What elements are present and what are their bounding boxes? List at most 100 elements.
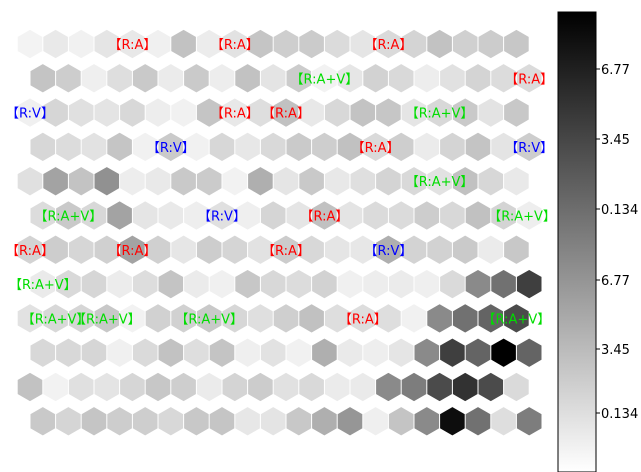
hex-cell [247, 29, 274, 59]
hex-cell [157, 200, 184, 231]
hex-cell [209, 200, 235, 231]
hex-cell [465, 337, 491, 368]
cluster-label: 【R:A】 [300, 210, 348, 225]
hex-cell [298, 303, 325, 334]
hex-cell [247, 166, 274, 197]
hex-cell [324, 372, 351, 402]
hex-cell [388, 63, 415, 94]
hex-cell [490, 406, 517, 437]
hex-cell [503, 29, 530, 59]
hex-cell [426, 234, 453, 265]
hex-cell [273, 372, 299, 402]
hex-cell [260, 337, 287, 368]
hex-cell [413, 337, 440, 368]
hex-cell [465, 406, 491, 437]
hex-cell [234, 200, 261, 231]
hex-cell [234, 132, 261, 162]
colorbar: 6.77 3.45 0.134 6.77 3.45 0.134 [557, 11, 638, 472]
hex-cell [477, 234, 504, 265]
hex-cell [452, 234, 479, 265]
hex-cell [439, 269, 466, 299]
cluster-label: 【R:A】 [211, 107, 259, 122]
hex-cell [234, 337, 261, 368]
hex-cell [375, 372, 402, 402]
hex-cell [106, 132, 133, 162]
hex-cell [17, 29, 43, 59]
hex-cell [145, 372, 171, 402]
hex-cell [196, 372, 223, 402]
hex-cell [324, 303, 351, 334]
hex-cell [196, 234, 223, 265]
colorbar-ticks: 6.77 3.45 0.134 6.77 3.45 0.134 [596, 63, 638, 422]
hex-cell [196, 97, 223, 128]
hex-cell [260, 269, 287, 299]
hex-cell [68, 166, 95, 197]
cluster-label: 【R:A+V】 [22, 312, 90, 327]
hex-cell [285, 132, 312, 162]
hex-cell [401, 166, 427, 197]
hex-cell [132, 337, 159, 368]
hex-cell [68, 234, 95, 265]
hex-cell [157, 269, 184, 299]
hex-cell [503, 166, 530, 197]
hex-cell [68, 372, 95, 402]
hex-cell [477, 166, 504, 197]
hex-cell [273, 166, 299, 197]
hex-cell [234, 269, 261, 299]
hex-cell [311, 337, 338, 368]
hex-cell [362, 132, 389, 162]
hex-cell [337, 337, 363, 368]
hex-cell [170, 166, 197, 197]
hex-cell [516, 132, 543, 162]
hex-cell [337, 406, 363, 437]
hex-cell [55, 337, 82, 368]
hex-cell [119, 303, 146, 334]
hex-cell [273, 303, 299, 334]
hex-cell [183, 406, 210, 437]
hex-cell [273, 29, 299, 59]
hex-cell [337, 200, 363, 231]
hex-cell [29, 337, 56, 368]
hex-cell [157, 406, 184, 437]
hex-cell [183, 337, 210, 368]
cluster-label: 【R:A】 [352, 141, 400, 156]
hex-cell [106, 406, 133, 437]
cluster-label: 【R:V】 [147, 141, 195, 156]
hex-cell [81, 63, 107, 94]
hex-cell [426, 166, 453, 197]
hex-cell [132, 132, 159, 162]
hex-cell [349, 97, 376, 128]
hex-cell [401, 303, 427, 334]
hex-cell [311, 132, 338, 162]
hex-cell [413, 269, 440, 299]
hex-cell [298, 166, 325, 197]
hex-cell [285, 337, 312, 368]
cluster-label: 【R:A】 [108, 244, 156, 259]
hex-cell [247, 372, 274, 402]
cluster-label: 【R:A】 [6, 244, 54, 259]
colorbar-tick-label: 6.77 [601, 63, 630, 78]
hex-cell [426, 29, 453, 59]
hex-cell [273, 234, 299, 265]
hex-cell [119, 29, 146, 59]
hex-cell [516, 406, 543, 437]
hex-cell [183, 269, 210, 299]
colorbar-tick-label: 3.45 [601, 133, 630, 148]
hex-cell [145, 234, 171, 265]
hex-cell [465, 132, 491, 162]
hex-cell [362, 200, 389, 231]
hex-cell [42, 234, 69, 265]
hex-cell [132, 269, 159, 299]
hex-cell [439, 200, 466, 231]
hex-cell [145, 97, 171, 128]
hex-cell [362, 337, 389, 368]
hex-cell [93, 372, 120, 402]
hex-cell [81, 132, 107, 162]
cluster-label: 【R:A】 [364, 38, 412, 53]
hex-cell [413, 132, 440, 162]
hex-cell [145, 166, 171, 197]
cluster-label: 【R:A】 [262, 107, 310, 122]
hex-cell [503, 97, 530, 128]
hex-cell [298, 97, 325, 128]
hex-cell [298, 29, 325, 59]
